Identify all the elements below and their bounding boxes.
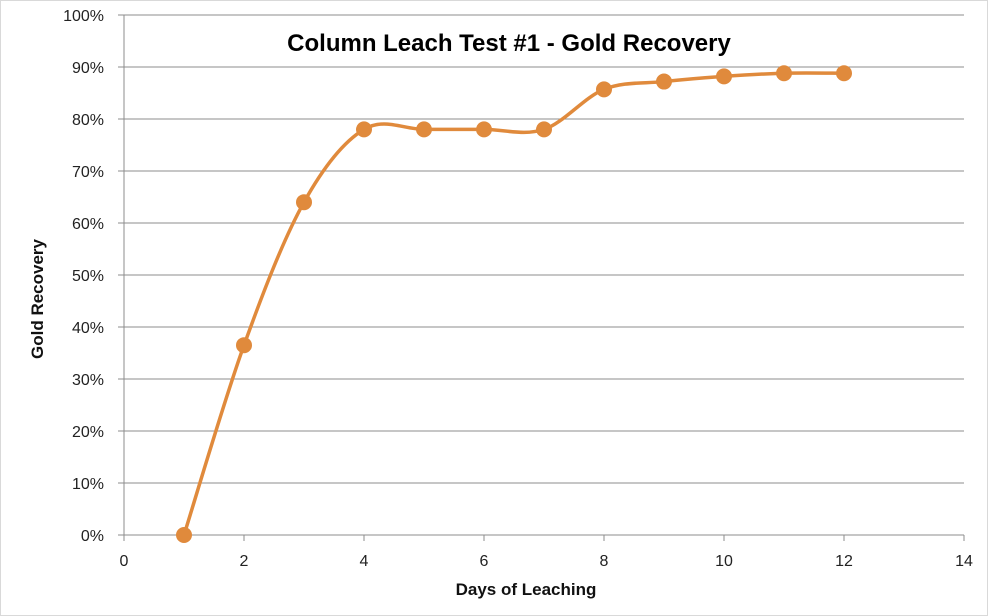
- x-tick-label: 6: [480, 553, 489, 570]
- data-point-marker: [596, 81, 612, 98]
- series-line: [182, 71, 845, 536]
- data-point-marker: [416, 121, 432, 138]
- y-axis-title: Gold Recovery: [28, 238, 47, 359]
- data-point-marker: [476, 121, 492, 138]
- y-tick-label: 30%: [72, 372, 104, 389]
- data-point-marker: [536, 121, 552, 138]
- series-layer: [176, 65, 852, 543]
- data-point-marker: [836, 65, 852, 82]
- axes: [118, 14, 965, 541]
- y-tick-label: 50%: [72, 268, 104, 285]
- x-tick-label: 2: [240, 553, 249, 570]
- y-axis-tick-labels: 0% 10% 20% 30% 40% 50% 60% 70% 80% 90% 100%: [63, 8, 104, 545]
- x-tick-label: 0: [120, 553, 129, 570]
- data-point-marker: [296, 194, 312, 211]
- y-tick-label: 80%: [72, 112, 104, 129]
- y-tick-label: 100%: [63, 8, 104, 25]
- data-point-marker: [776, 65, 792, 82]
- y-tick-label: 40%: [72, 320, 104, 337]
- y-tick-label: 60%: [72, 216, 104, 233]
- chart-title: Column Leach Test #1 - Gold Recovery: [287, 30, 731, 57]
- x-tick-label: 12: [835, 553, 853, 570]
- y-tick-label: 10%: [72, 476, 104, 493]
- x-tick-label: 8: [600, 553, 609, 570]
- x-tick-label: 10: [715, 553, 733, 570]
- y-tick-label: 70%: [72, 164, 104, 181]
- data-point-marker: [716, 68, 732, 85]
- gridlines: [124, 14, 964, 484]
- y-tick-label: 20%: [72, 424, 104, 441]
- y-tick-label: 90%: [72, 60, 104, 77]
- x-tick-label: 4: [360, 553, 369, 570]
- x-axis-title: Days of Leaching: [456, 580, 597, 599]
- data-point-marker: [176, 527, 192, 543]
- data-point-marker: [236, 337, 252, 354]
- x-axis-tick-labels: 0 2 4 6 8 10 12 14: [120, 553, 973, 570]
- data-point-marker: [356, 121, 372, 138]
- data-point-marker: [656, 73, 672, 90]
- y-tick-label: 0%: [81, 528, 104, 545]
- x-tick-label: 14: [955, 553, 973, 570]
